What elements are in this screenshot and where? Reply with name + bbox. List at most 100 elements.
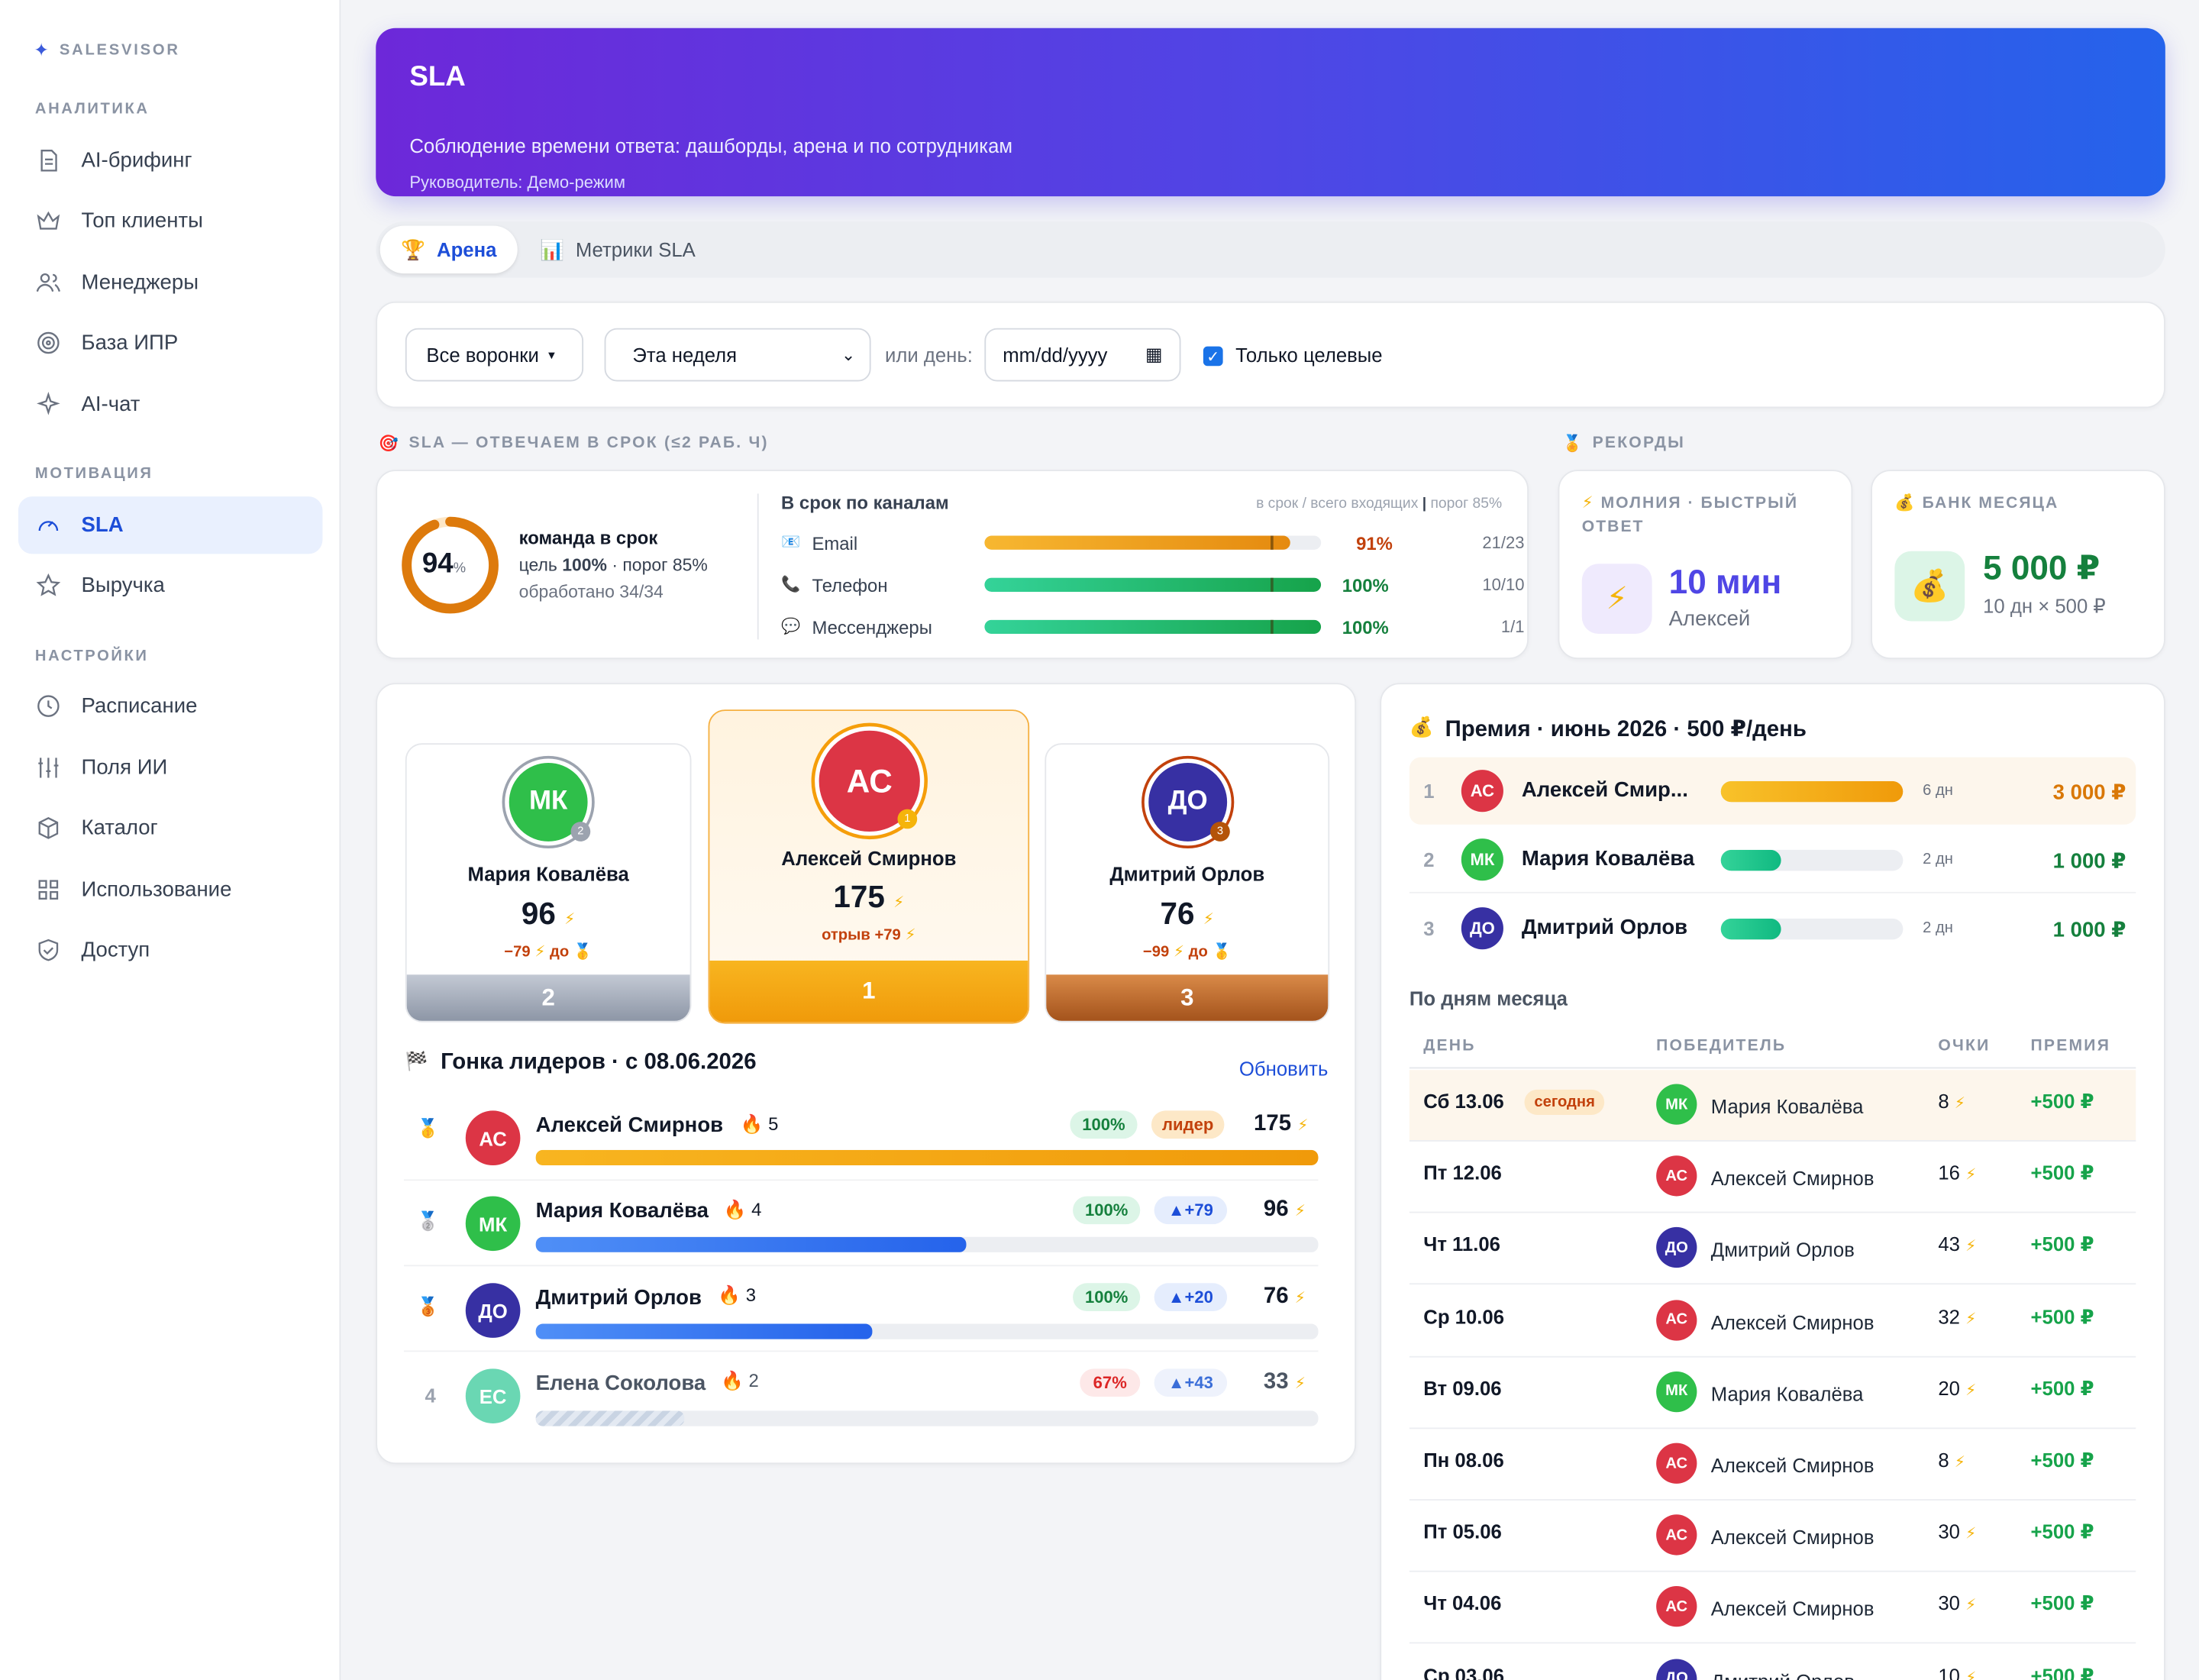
silver-medal-icon: 2 — [570, 822, 591, 842]
bar-chart-icon: 📊 — [540, 237, 565, 260]
lightning-icon: ⚡ — [1965, 1526, 1977, 1543]
race-row[interactable]: 🥈 МК Мария Ковалёва 🔥 4 100% ▲+79 96 ⚡ — [403, 1181, 1319, 1267]
podium-delta: −99 ⚡ до 🥇 — [1142, 943, 1232, 961]
avatar: ДО — [1461, 907, 1503, 950]
bonus-rank: 3 — [1423, 917, 1435, 940]
sidebar-item-ai-fields[interactable]: Поля ИИ — [18, 739, 323, 796]
race-bar — [535, 1236, 1319, 1252]
avatar: ДО — [1656, 1227, 1697, 1268]
bronze-medal-icon: 3 — [1210, 822, 1230, 842]
points: 16 ⚡ — [1938, 1161, 1977, 1184]
day-row[interactable]: Пн 08.06 АС Алексей Смирнов 8 ⚡ +500 ₽ — [1409, 1429, 2136, 1501]
day-row[interactable]: Чт 11.06 ДО Дмитрий Орлов 43 ⚡ +500 ₽ — [1409, 1213, 2136, 1285]
day-bonus: +500 ₽ — [2030, 1449, 2094, 1472]
day-row[interactable]: Пт 12.06 АС Алексей Смирнов 16 ⚡ +500 ₽ — [1409, 1142, 2136, 1213]
avatar: АС — [1656, 1586, 1697, 1627]
racer-name: Дмитрий Орлов — [535, 1285, 702, 1310]
sidebar-item-access[interactable]: Доступ — [18, 922, 323, 979]
day-bonus: +500 ₽ — [2030, 1520, 2094, 1543]
avatar: МК — [465, 1196, 521, 1252]
sidebar-item-catalog[interactable]: Каталог — [18, 800, 323, 857]
podium-second[interactable]: МК 2 Мария Ковалёва 96 ⚡ −79 ⚡ до 🥇 2 — [405, 743, 692, 1023]
sidebar-item-ai-briefing[interactable]: AI-брифинг — [18, 132, 323, 189]
racer-score: 96 ⚡ — [1263, 1197, 1306, 1222]
channel-row-email: 📧 Email 91% 21/23 — [781, 532, 1525, 554]
sidebar-item-managers[interactable]: Менеджеры — [18, 254, 323, 311]
bonus-row[interactable]: 3 ДО Дмитрий Орлов 2 дн 1 000 ₽ — [1409, 895, 2136, 962]
refresh-button[interactable]: Обновить — [1238, 1057, 1329, 1081]
leader-pill: лидер — [1151, 1110, 1225, 1139]
channel-bar-fill — [984, 577, 1322, 592]
podium-score: 76 ⚡ — [1160, 896, 1214, 932]
day-row[interactable]: Сб 13.06 сегодня МК Мария Ковалёва 8 ⚡ +500 ₽ — [1409, 1070, 2136, 1142]
sidebar-item-schedule[interactable]: Расписание — [18, 677, 323, 735]
records-caption: 🏅 РЕКОРДЫ — [1562, 435, 1686, 454]
date-input[interactable]: mm/dd/yyyy ▦ — [984, 328, 1181, 382]
race-bar-fill — [535, 1410, 685, 1426]
podium-third[interactable]: ДО 3 Дмитрий Орлов 76 ⚡ −99 ⚡ до 🥇 3 — [1045, 743, 1330, 1023]
sidebar-item-top-clients[interactable]: Топ клиенты — [18, 192, 323, 250]
bonus-row[interactable]: 1 АС Алексей Смир... 6 дн 3 000 ₽ — [1409, 757, 2136, 825]
sidebar-item-ai-chat[interactable]: AI-чат — [18, 376, 323, 433]
race-row[interactable]: 🥉 ДО Дмитрий Орлов 🔥 3 100% ▲+20 76 ⚡ — [403, 1266, 1319, 1352]
bonus-bar — [1720, 780, 1904, 803]
day-bonus: +500 ₽ — [2030, 1664, 2094, 1680]
race-bar — [535, 1410, 1319, 1426]
processed-text: обработано 34/34 — [518, 582, 664, 602]
racer-name: Алексей Смирнов — [535, 1113, 724, 1138]
points: 10 ⚡ — [1938, 1664, 1976, 1680]
winner-name: Дмитрий Орлов — [1710, 1239, 1855, 1262]
record-fast-title: ⚡ МОЛНИЯ · БЫСТРЫЙ ОТВЕТ — [1581, 495, 1799, 536]
period-select[interactable]: Эта неделя ⌄ — [604, 328, 871, 382]
avatar: АС — [1656, 1155, 1697, 1197]
podium-first[interactable]: 👑 АС 1 Алексей Смирнов 175 ⚡ отрыв +79 ⚡… — [708, 709, 1030, 1024]
brand-logo[interactable]: ✦ SALESVISOR — [34, 39, 180, 60]
race-row[interactable]: 4 ЕС Елена Соколова 🔥 2 67% ▲+43 33 ⚡ — [404, 1352, 1319, 1437]
race-title: 🏁 Гонка лидеров · с 08.06.2026 — [405, 1050, 757, 1074]
bonus-name: Мария Ковалёва — [1521, 847, 1695, 871]
bonus-row[interactable]: 2 МК Мария Ковалёва 2 дн 1 000 ₽ — [1409, 826, 2136, 893]
or-day-label: или день: — [884, 343, 973, 367]
sidebar-item-sla[interactable]: SLA — [18, 496, 323, 554]
page-header: SLA Соблюдение времени ответа: дашборды,… — [376, 27, 2165, 197]
podium-score: 96 ⚡ — [521, 896, 576, 932]
lightning-icon: ⚡ — [1954, 1095, 1965, 1113]
channel-row-messengers: 💬 Мессенджеры 100% 1/1 — [781, 617, 1525, 638]
avatar: ДО — [465, 1283, 521, 1338]
channel-bar — [984, 577, 1322, 592]
tab-sla-metrics[interactable]: 📊 Метрики SLA — [540, 237, 696, 261]
bonus-rank: 1 — [1423, 780, 1435, 803]
bonus-name: Дмитрий Орлов — [1521, 916, 1688, 940]
section-analytics: АНАЛИТИКА — [34, 101, 150, 118]
today-badge: сегодня — [1524, 1089, 1605, 1115]
tab-arena[interactable]: 🏆 Арена — [379, 225, 518, 274]
winner-name: Алексей Смирнов — [1710, 1310, 1874, 1333]
day-row[interactable]: Чт 04.06 АС Алексей Смирнов 30 ⚡ +500 ₽ — [1409, 1572, 2136, 1644]
lightning-icon: ⚡ — [1203, 911, 1214, 929]
lightning-icon: ⚡ — [1965, 1669, 1977, 1680]
bonus-bar — [1720, 849, 1904, 871]
record-bank-note: 10 дн × 500 ₽ — [1983, 594, 2106, 618]
sidebar-item-revenue[interactable]: Выручка — [18, 557, 323, 614]
day-label: Сб 13.06 — [1423, 1089, 1504, 1113]
lightning-icon: ⚡ — [1965, 1310, 1977, 1328]
page-title: SLA — [409, 61, 466, 93]
funnels-select[interactable]: Все воронки ▼ — [405, 328, 584, 382]
sla-card: 94% команда в срок цель 100% · порог 85%… — [376, 470, 1529, 660]
day-row[interactable]: Ср 03.06 ДО Дмитрий Орлов 10 ⚡ +500 ₽ — [1409, 1644, 2136, 1680]
only-target-checkbox[interactable]: ✓ — [1203, 346, 1223, 367]
sidebar-item-ipr-base[interactable]: База ИПР — [18, 314, 323, 371]
racer-name: Елена Соколова — [535, 1371, 706, 1396]
day-bonus: +500 ₽ — [2030, 1161, 2094, 1184]
sidebar-item-usage[interactable]: Использование — [18, 861, 323, 919]
race-row[interactable]: 🥇 АС Алексей Смирнов 🔥 5 100% лидер 175 … — [403, 1095, 1319, 1181]
podium-delta: отрыв +79 ⚡ — [822, 926, 916, 944]
day-row[interactable]: Пт 05.06 АС Алексей Смирнов 30 ⚡ +500 ₽ — [1409, 1501, 2136, 1572]
day-row[interactable]: Вт 09.06 МК Мария Ковалёва 20 ⚡ +500 ₽ — [1409, 1357, 2136, 1429]
winner-name: Дмитрий Орлов — [1711, 1669, 1855, 1680]
avatar: МК — [1656, 1371, 1697, 1412]
day-row[interactable]: Ср 10.06 АС Алексей Смирнов 32 ⚡ +500 ₽ — [1409, 1285, 2136, 1357]
by-day-header: ДЕНЬ ПОБЕДИТЕЛЬ ОЧКИ ПРЕМИЯ — [1409, 1024, 2136, 1069]
channels-legend: в срок / всего входящих | порог 85% — [1256, 495, 1503, 512]
chevron-down-icon: ⌄ — [841, 344, 856, 365]
